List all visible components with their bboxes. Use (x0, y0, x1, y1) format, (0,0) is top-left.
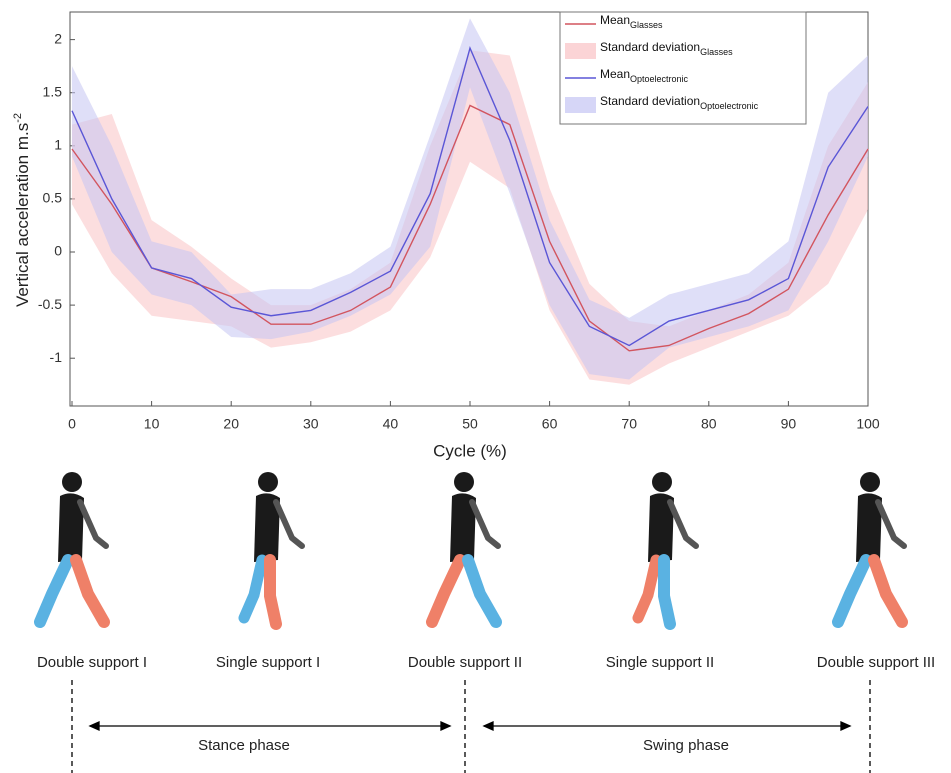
legend-sub: Glasses (630, 20, 663, 30)
mean-line (71, 104, 869, 352)
gait-panel: Double support I Single support I Double s… (34, 472, 935, 671)
x-tick-label: 40 (383, 416, 399, 432)
figure-arm (273, 499, 305, 549)
phase-label: Stance phase (198, 737, 290, 754)
figure-leg (632, 554, 662, 624)
y-tick-label: 1 (54, 137, 62, 153)
y-tick-label: 1.5 (43, 83, 63, 99)
arrow-head (482, 720, 852, 732)
x-tick-label: 60 (542, 416, 558, 432)
x-tick-label: 90 (781, 416, 797, 432)
legend-box (559, 11, 807, 125)
legend-swatch (565, 43, 596, 59)
x-tick-label: 100 (856, 416, 880, 432)
legend-sub: Optoelectronic (630, 74, 689, 84)
stage-label: Double support I (37, 654, 147, 671)
legend-name: Mean (600, 67, 630, 81)
figure-leg (426, 554, 466, 628)
stage-label: Double support III (817, 654, 935, 671)
legend-name: Mean (600, 13, 630, 27)
walking-figure (632, 472, 699, 630)
x-tick-label: 50 (462, 416, 478, 432)
figure-head (652, 472, 672, 492)
stage-label: Double support II (408, 654, 522, 671)
figure-head (454, 472, 474, 492)
x-axis-label: Cycle (%) (433, 441, 507, 460)
figure-arm (875, 499, 907, 549)
legend-label: MeanOptoelectronic (600, 67, 689, 84)
legend-label: Standard deviationOptoelectronic (600, 94, 759, 111)
legend-name: Standard deviation (600, 40, 700, 54)
x-tick-label: 20 (223, 416, 239, 432)
figure-arm (667, 499, 699, 549)
plot: 0 10 20 30 40 50 60 70 80 90 100 -1 -0.5 0 0.5 1 1.5 2 (38, 18, 880, 432)
walking-figure (832, 472, 908, 628)
y-label-text: Vertical acceleration m.s (13, 123, 32, 307)
phase-arrows (71, 680, 871, 773)
y-axis-label: Vertical acceleration m.s-2 (12, 113, 33, 307)
arrow-head (88, 720, 452, 732)
legend-label: Standard deviationGlasses (600, 40, 733, 57)
y-tick-label: 0.5 (43, 190, 63, 206)
phase-label: Swing phase (643, 737, 729, 754)
walking-figure (34, 472, 110, 628)
legend-swatch (565, 97, 596, 113)
figure-torso (648, 493, 674, 562)
y-tick-label: 2 (54, 30, 62, 46)
y-tick-label: 0 (54, 243, 62, 259)
y-label-sup: -2 (12, 113, 24, 123)
figure-leg (658, 554, 676, 630)
x-tick-label: 10 (144, 416, 160, 432)
figure-leg (70, 554, 110, 628)
legend-label: MeanGlasses (600, 13, 663, 30)
x-tick-label: 80 (701, 416, 717, 432)
legend-sub: Optoelectronic (700, 101, 759, 111)
figure-head (258, 472, 278, 492)
figure-leg (832, 554, 872, 628)
figure-torso (450, 493, 476, 562)
figure-arm (77, 499, 109, 549)
figure-torso (856, 493, 882, 562)
figure-leg (34, 554, 74, 628)
mean-line (71, 45, 869, 347)
figure-arm (469, 499, 501, 549)
figure-head (62, 472, 82, 492)
legend-sub: Glasses (700, 47, 733, 57)
walking-figure (238, 472, 305, 630)
figure-leg (462, 554, 502, 628)
figure-leg (264, 554, 282, 630)
legend-name: Standard deviation (600, 94, 700, 108)
stage-label: Single support II (606, 654, 714, 671)
stage-label: Single support I (216, 654, 320, 671)
x-tick-label: 30 (303, 416, 319, 432)
figure-leg (238, 554, 268, 624)
y-tick-label: -0.5 (38, 296, 62, 312)
y-tick-label: -1 (50, 349, 63, 365)
figure-torso (254, 493, 280, 562)
figure-torso (58, 493, 84, 562)
figure-leg (868, 554, 908, 628)
figure-head (860, 472, 880, 492)
x-tick-label: 0 (68, 416, 76, 432)
walking-figure (426, 472, 502, 628)
sd-band (72, 50, 868, 385)
x-tick-label: 70 (621, 416, 637, 432)
